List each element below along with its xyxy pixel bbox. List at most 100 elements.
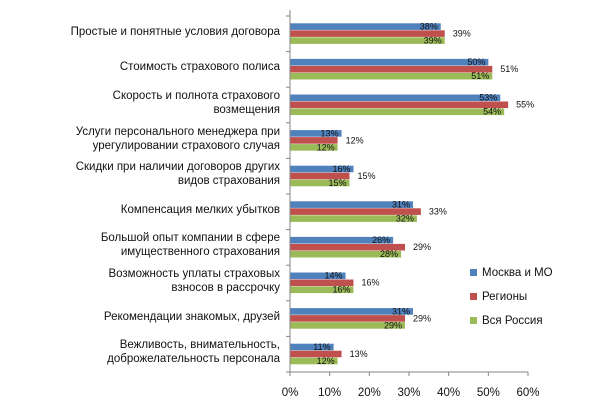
data-label: 26% (372, 235, 390, 245)
bar (290, 101, 509, 109)
category-label: Рекомендации знакомых, друзей (14, 310, 280, 324)
data-label: 29% (384, 320, 402, 330)
data-label: 38% (420, 22, 438, 32)
data-label: 53% (479, 93, 497, 103)
data-label: 13% (350, 349, 368, 359)
bar (290, 250, 402, 258)
bar (290, 357, 338, 365)
category-label: Скидки при наличии договоров других видов… (14, 160, 280, 188)
x-tick-label: 0% (282, 387, 299, 399)
category-label-line: возмещения (213, 104, 280, 116)
data-label: 28% (380, 249, 398, 259)
data-label: 39% (424, 36, 442, 46)
data-label: 15% (358, 171, 376, 181)
legend-swatch (470, 269, 477, 276)
bar (290, 322, 406, 329)
x-tick-label: 50% (477, 387, 500, 399)
legend-label: Вся Россия (482, 315, 543, 327)
bar (290, 315, 406, 322)
x-tick-label: 10% (318, 387, 341, 399)
category-label: Стоимость страхового полиса (14, 60, 280, 74)
category-label: Услуги персонального менеджера при урегул… (14, 125, 280, 153)
category-label-line: Стоимость страхового полиса (119, 61, 280, 74)
category-label-line: Услуги персонального менеджера при (75, 125, 280, 138)
data-label: 33% (429, 207, 447, 217)
bar (290, 165, 354, 173)
bar (290, 58, 489, 66)
bar (290, 208, 421, 215)
data-label: 16% (332, 285, 350, 295)
bar (290, 144, 338, 151)
data-label: 51% (500, 64, 518, 74)
category-label-line: Скидки при наличии договоров других (75, 161, 280, 174)
data-label: 39% (453, 29, 471, 39)
bar (290, 130, 342, 137)
bar (290, 94, 501, 102)
category-label-line: урегулировании страхового случая (92, 139, 280, 152)
bar (290, 172, 350, 180)
data-label: 14% (325, 271, 343, 281)
data-label: 11% (313, 342, 330, 352)
category-label-line: Большой опыт компании в сфере (100, 232, 280, 245)
category-label-line: имущественного страхования (120, 246, 280, 259)
data-label: 12% (317, 356, 335, 366)
category-label-line: Вежливость, внимательность, (119, 339, 280, 352)
data-label: 16% (332, 164, 350, 174)
category-label: Скорость и полнота страхового возмещения (14, 89, 280, 117)
x-tick-label: 60% (516, 387, 539, 399)
data-label: 12% (346, 135, 364, 145)
category-label: Вежливость, внимательность, доброжелатель… (14, 338, 280, 366)
bar (290, 108, 505, 116)
category-label-line: Рекомендации знакомых, друзей (103, 310, 280, 323)
category-label: Компенсация мелких убытков (14, 203, 280, 217)
bar (290, 201, 413, 208)
legend-label: Москва и МО (482, 267, 553, 279)
data-label: 16% (361, 278, 379, 288)
bar (290, 286, 354, 294)
category-label: Возможность уплаты страховых взносов в ра… (14, 267, 280, 295)
category-label-line: Скорость и полнота страхового (112, 90, 280, 102)
bar (290, 30, 445, 37)
bar (290, 272, 346, 280)
category-label: Простые и понятные условия договора (14, 25, 280, 39)
data-label: 31% (392, 200, 410, 210)
bar (290, 137, 338, 144)
bar (290, 343, 334, 351)
category-label-line: видов страхования (177, 175, 280, 188)
data-label: 29% (413, 242, 431, 252)
legend-swatch (470, 317, 477, 324)
bar (290, 37, 445, 44)
data-label: 12% (317, 142, 335, 152)
data-label: 31% (392, 306, 410, 316)
category-label-line: Простые и понятные условия договора (70, 25, 280, 38)
bar (290, 23, 441, 30)
data-label: 13% (321, 128, 339, 138)
bar (290, 243, 406, 251)
bar (290, 350, 342, 358)
data-label: 29% (413, 313, 431, 323)
category-label: Большой опыт компании в сфере имущественн… (14, 231, 280, 259)
x-tick-label: 40% (437, 387, 460, 399)
x-tick-label: 20% (358, 387, 381, 399)
bar (290, 236, 394, 244)
legend-swatch (470, 293, 477, 300)
bar (290, 179, 350, 187)
category-label-line: Компенсация мелких убытков (120, 203, 280, 216)
data-label: 55% (516, 100, 534, 110)
category-label-line: Возможность уплаты страховых (108, 268, 280, 280)
data-label: 51% (471, 71, 489, 81)
bar (290, 65, 493, 73)
data-label: 50% (467, 57, 485, 67)
legend-label: Регионы (482, 291, 527, 303)
category-label-line: взносов в рассрочку (171, 282, 280, 294)
data-label: 32% (396, 214, 414, 224)
data-label: 15% (328, 178, 346, 188)
x-tick-label: 30% (397, 387, 420, 399)
data-label: 54% (483, 107, 501, 117)
bar (290, 279, 354, 287)
bar (290, 215, 417, 222)
bar (290, 72, 493, 80)
bar (290, 308, 413, 315)
